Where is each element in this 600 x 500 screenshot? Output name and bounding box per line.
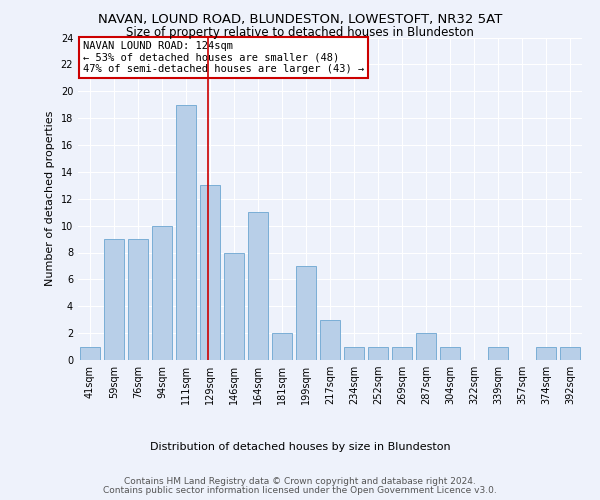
Text: Contains HM Land Registry data © Crown copyright and database right 2024.: Contains HM Land Registry data © Crown c… [124,478,476,486]
Text: Size of property relative to detached houses in Blundeston: Size of property relative to detached ho… [126,26,474,39]
Bar [416,333,436,360]
Bar [536,346,556,360]
Bar [152,226,172,360]
Bar [200,186,220,360]
Bar [392,346,412,360]
Bar [272,333,292,360]
Text: Distribution of detached houses by size in Blundeston: Distribution of detached houses by size … [149,442,451,452]
Bar [80,346,100,360]
Bar [344,346,364,360]
Text: NAVAN LOUND ROAD: 124sqm
← 53% of detached houses are smaller (48)
47% of semi-d: NAVAN LOUND ROAD: 124sqm ← 53% of detach… [83,40,364,74]
Bar [248,212,268,360]
Bar [368,346,388,360]
Bar [176,104,196,360]
Text: Contains public sector information licensed under the Open Government Licence v3: Contains public sector information licen… [103,486,497,495]
Bar [296,266,316,360]
Bar [128,239,148,360]
Bar [104,239,124,360]
Bar [320,320,340,360]
Bar [560,346,580,360]
Bar [488,346,508,360]
Y-axis label: Number of detached properties: Number of detached properties [45,111,55,286]
Bar [224,252,244,360]
Text: NAVAN, LOUND ROAD, BLUNDESTON, LOWESTOFT, NR32 5AT: NAVAN, LOUND ROAD, BLUNDESTON, LOWESTOFT… [98,12,502,26]
Bar [440,346,460,360]
